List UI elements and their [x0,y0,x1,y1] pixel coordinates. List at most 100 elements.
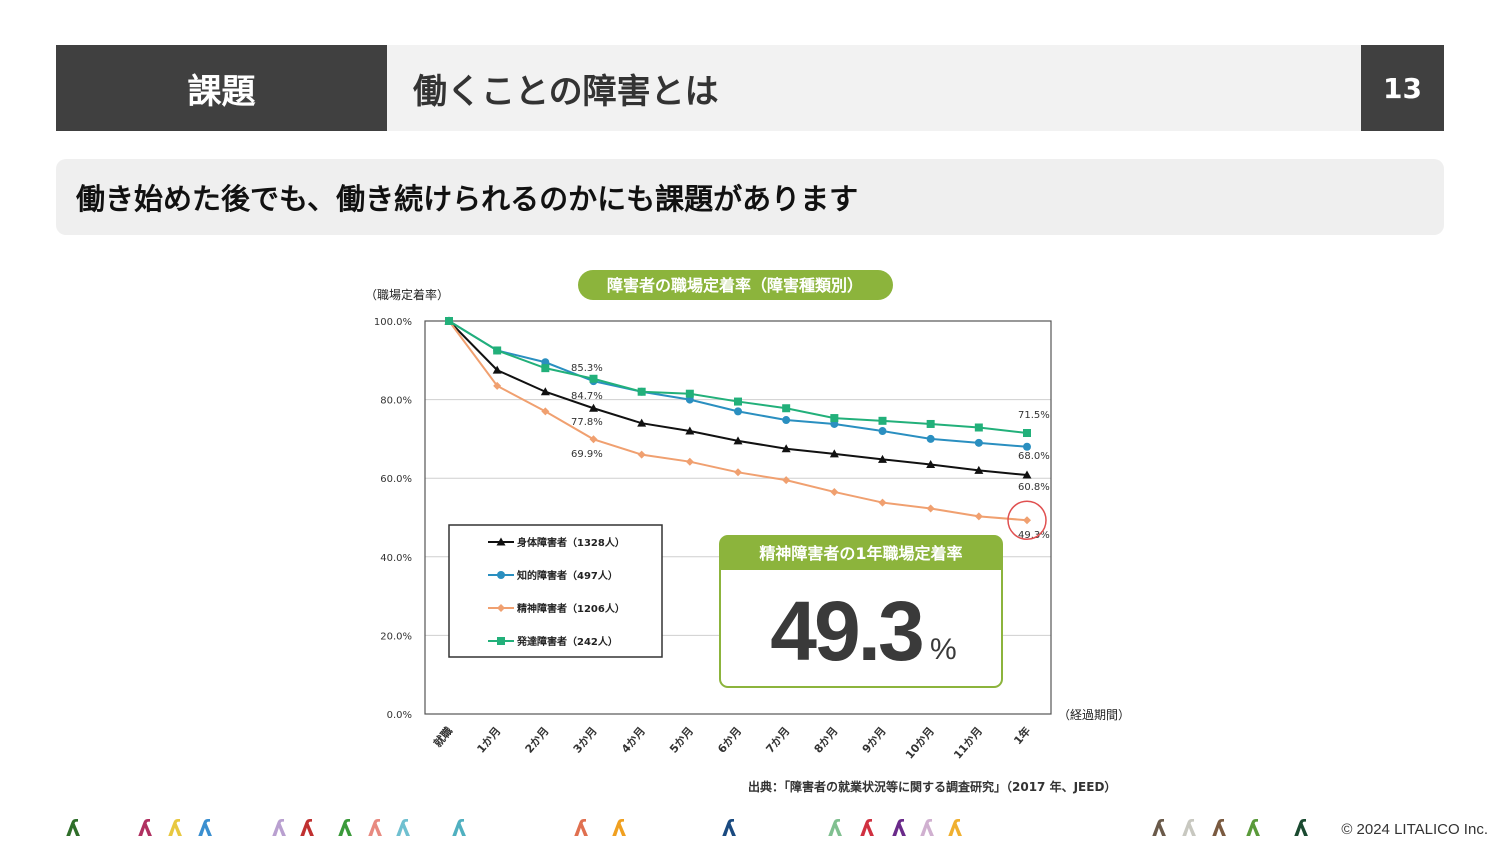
data-point [974,423,983,432]
legend-box [448,524,663,658]
person-figure-icon: ʎ [860,817,875,842]
x-tick-label: 9か月 [860,725,889,756]
data-point [974,438,983,447]
person-figure-icon: ʎ [612,817,627,842]
data-point [734,397,742,406]
x-tick-label: 就職 [430,724,455,750]
data-point [1023,442,1031,451]
legend-marker [496,537,506,546]
person-figure-icon: ʎ [138,817,153,842]
data-point [829,449,839,458]
page-number: 13 [1361,45,1444,131]
data-point [637,450,646,459]
y-tick-label: 100.0% [374,317,412,328]
person-figure-icon: ʎ [1246,817,1261,842]
data-point [685,426,695,435]
x-tick-label: 10か月 [903,725,937,762]
slide-header: 課題 働くことの障害とは 13 [56,45,1444,131]
section-label: 課題 [56,45,387,131]
person-figure-icon: ʎ [920,817,935,842]
data-point [974,465,984,474]
x-tick-label: 2か月 [523,725,552,756]
x-tick-label: 6か月 [715,725,744,756]
x-tick-label: 5か月 [667,725,696,756]
chart-title: 障害者の職場定着率（障害種類別） [607,276,863,295]
subtitle-text: 働き始めた後でも、働き続けられるのかにも課題があります [76,182,859,216]
legend-entry: 身体障害者（1328人） [517,536,625,549]
y-tick-label: 40.0% [380,553,412,564]
person-figure-icon: ʎ [272,817,287,842]
series-line [448,320,1028,448]
person-figure-icon: ʎ [198,817,213,842]
y-axis-label: （職場定着率） [365,287,449,302]
person-figure-icon: ʎ [722,817,737,842]
data-point [589,374,598,383]
data-point [782,476,791,485]
x-tick-label: 4か月 [619,725,648,756]
person-figure-icon: ʎ [1212,817,1227,842]
x-tick-label: 7か月 [763,725,792,756]
data-point [782,416,791,425]
callout-unit: % [930,633,957,666]
legend-entry: 知的障害者（497人） [516,569,618,582]
data-point [589,435,598,444]
y-tick-label: 0.0% [387,710,412,721]
data-point [782,404,791,413]
callout-title: 精神障害者の1年職場定着率 [759,544,962,563]
data-point [830,414,839,423]
data-point [637,418,647,427]
x-axis-label: （経過期間） [1058,708,1130,722]
data-label: 85.3% [571,363,603,374]
data-label: 60.8% [1018,482,1050,493]
person-figure-icon: ʎ [828,817,843,842]
copyright: © 2024 LITALICO Inc. [1341,821,1488,838]
data-point [974,512,983,521]
data-label: 77.8% [571,417,603,428]
person-figure-icon: ʎ [892,817,907,842]
person-figure-icon: ʎ [396,817,411,842]
x-tick-label: 8か月 [812,725,841,756]
data-point [878,416,887,425]
callout-header [720,536,1002,570]
data-point [926,434,935,443]
data-point [589,403,598,412]
data-point [830,487,839,496]
legend-marker [497,604,505,612]
data-point [493,381,502,390]
person-figure-icon: ʎ [66,817,81,842]
subtitle-bar: 働き始めた後でも、働き続けられるのかにも課題があります [56,159,1444,235]
data-point [637,387,646,396]
data-point [878,454,887,463]
series-line [448,320,1028,434]
data-point [878,427,887,436]
person-figure-icon: ʎ [452,817,467,842]
data-point [926,419,935,428]
data-point [734,468,742,477]
data-point [781,444,791,453]
x-tick-label: 1年 [1011,724,1034,747]
data-point [685,389,694,398]
data-label: 49.3% [1018,530,1050,541]
person-figure-icon: ʎ [168,817,183,842]
data-point [733,436,743,445]
legend-entry: 発達障害者（242人） [516,635,618,648]
series-line [448,320,1028,522]
chart-title-pill [578,270,893,300]
data-point [734,407,742,416]
person-figure-icon: ʎ [948,817,963,842]
legend-marker [497,571,505,579]
data-point [685,457,694,466]
page-title: 働くことの障害とは [413,71,719,112]
person-figure-icon: ʎ [574,817,589,842]
data-label: 84.7% [571,391,603,402]
person-figure-icon: ʎ [338,817,353,842]
person-figure-icon: ʎ [1182,817,1197,842]
callout-value: 49.3 [770,584,922,678]
data-point [1022,470,1032,479]
data-label: 68.0% [1018,451,1050,462]
legend-marker [497,637,505,645]
data-label: 69.9% [571,449,603,460]
data-point [445,317,453,325]
person-figure-icon: ʎ [1294,817,1309,842]
